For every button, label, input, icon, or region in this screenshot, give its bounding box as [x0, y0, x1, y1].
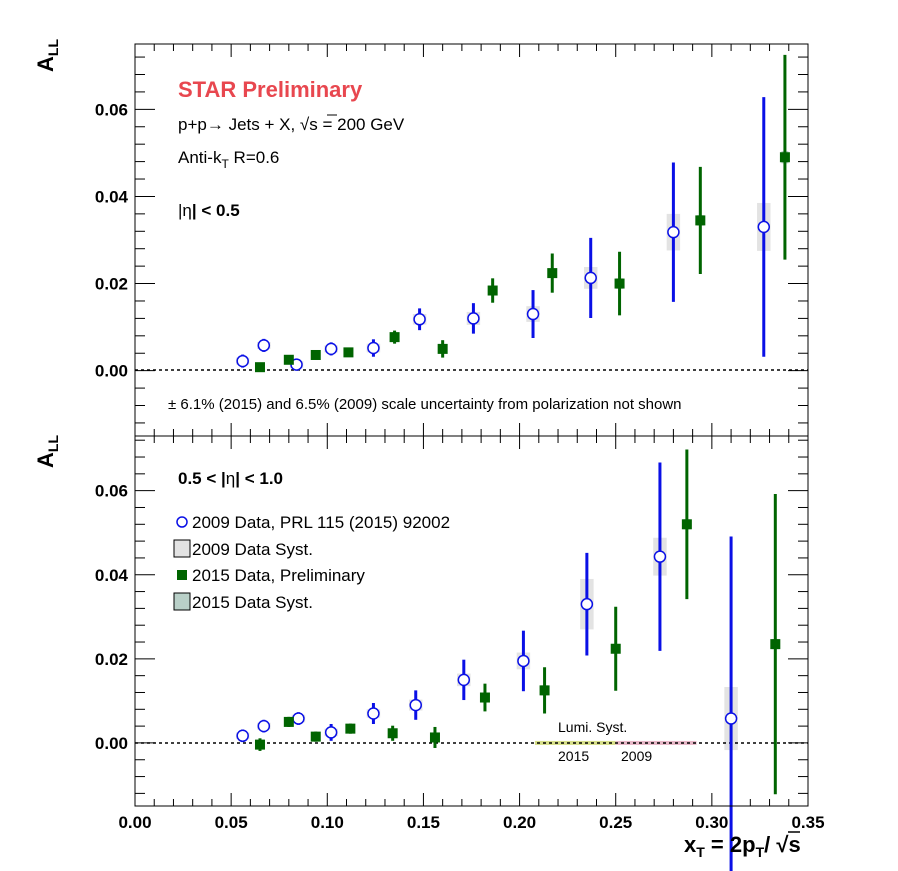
data-point-2015 [387, 728, 398, 739]
top-y-tick-labels: 0.00 0.02 0.04 0.06 [95, 100, 129, 380]
data-point-2015 [310, 349, 321, 360]
bottom-eta-range-label: 0.5 < |η| < 1.0 [178, 469, 283, 488]
legend-marker-2009-syst [173, 539, 191, 558]
data-point-2009 [236, 729, 249, 743]
legend-label-2015-syst: 2015 Data Syst. [192, 593, 313, 612]
legend-marker-2015 [177, 570, 187, 580]
x-tick-label: 0.20 [503, 813, 536, 832]
data-point-2015 [254, 739, 265, 750]
data-point-2009 [580, 597, 594, 611]
data-point-2009 [409, 698, 422, 712]
lumi-band-2009 [615, 740, 697, 745]
data-point-2009 [324, 726, 338, 739]
data-point-2015 [283, 716, 294, 727]
data-point-2009 [724, 712, 738, 725]
data-point-2015 [779, 152, 790, 163]
bottom-frame [134, 435, 809, 807]
data-point-2015 [487, 285, 498, 296]
data-point-2015 [479, 692, 490, 703]
data-point-2009 [584, 271, 597, 285]
bottom-data-points [236, 449, 781, 871]
data-point-2009 [517, 654, 530, 668]
data-point-2009 [757, 220, 771, 234]
data-point-2009 [367, 707, 380, 720]
legend: 2009 Data, PRL 115 (2015) 92002 2009 Dat… [173, 513, 450, 612]
legend-label-2015: 2015 Data, Preliminary [192, 566, 365, 585]
top-panel: 0.00 0.02 0.04 0.06 ALL STAR Preliminary p+… [33, 39, 809, 437]
y-tick-label: 0.06 [95, 482, 128, 501]
bottom-y-tick-labels: 0.00 0.02 0.04 0.06 [95, 482, 129, 753]
x-tick-label: 0.00 [118, 813, 151, 832]
star-preliminary-label: STAR Preliminary [178, 77, 363, 102]
data-point-2015 [437, 343, 448, 354]
data-point-2015 [389, 332, 400, 343]
y-tick-label: 0.02 [95, 275, 128, 294]
data-point-2009 [257, 339, 271, 352]
x-tick-label: 0.05 [215, 813, 248, 832]
process-label: p+p→ Jets + X, √s = 200 GeV [178, 115, 405, 134]
legend-label-2009: 2009 Data, PRL 115 (2015) 92002 [192, 513, 450, 532]
data-point-2015 [695, 215, 706, 226]
y-tick-label: 0.00 [95, 734, 128, 753]
legend-label-2009-syst: 2009 Data Syst. [192, 540, 313, 559]
scale-uncertainty-note: ± 6.1% (2015) and 6.5% (2009) scale unce… [168, 396, 682, 413]
data-point-2015 [614, 278, 625, 289]
data-point-2009 [236, 354, 249, 368]
y-tick-label: 0.06 [95, 100, 128, 119]
top-ticks [134, 44, 809, 436]
y-tick-label: 0.04 [95, 187, 129, 206]
data-point-2009 [324, 342, 338, 356]
data-point-2009 [257, 719, 271, 733]
y-tick-label: 0.04 [95, 566, 129, 585]
data-point-2009 [653, 550, 667, 563]
data-point-2009 [667, 225, 680, 239]
x-tick-label: 0.25 [599, 813, 632, 832]
data-point-2015 [429, 732, 440, 743]
x-tick-label: 0.15 [407, 813, 440, 832]
top-y-axis-label: ALL [33, 39, 61, 72]
data-point-2009 [526, 307, 540, 321]
data-point-2009 [292, 712, 305, 725]
data-point-2009 [413, 313, 426, 326]
data-point-2015 [610, 643, 621, 654]
y-tick-label: 0.00 [95, 362, 128, 381]
data-point-2009 [367, 341, 380, 355]
lumi-syst-label: Lumi. Syst. [558, 719, 627, 735]
top-eta-range-label: |η| < 0.5 [178, 201, 240, 220]
data-point-2015 [547, 268, 558, 279]
algorithm-label: Anti-kT R=0.6 [178, 148, 279, 171]
data-point-2015 [254, 362, 265, 373]
legend-marker-2009 [176, 516, 188, 528]
data-point-2015 [283, 354, 294, 365]
data-point-2015 [343, 347, 354, 358]
data-point-2015 [539, 685, 550, 696]
y-tick-label: 0.02 [95, 650, 128, 669]
data-point-2015 [681, 519, 692, 530]
x-axis-label: xT = 2pT/ √s [684, 832, 801, 860]
x-tick-label: 0.30 [695, 813, 728, 832]
bottom-ticks [134, 436, 809, 806]
data-point-2009 [467, 312, 480, 325]
x-tick-labels: 0.00 0.05 0.10 0.15 0.20 0.25 0.30 0.35 [118, 813, 824, 832]
top-data-points [236, 54, 790, 373]
lumi-2009-label: 2009 [621, 748, 652, 764]
data-point-2015 [345, 723, 356, 734]
x-tick-label: 0.35 [791, 813, 824, 832]
data-point-2015 [770, 639, 781, 650]
bottom-panel: 0.00 0.02 0.04 0.06 0.00 0.05 0.10 0.15 0.20 0.2… [33, 435, 825, 871]
lumi-2015-label: 2015 [558, 748, 589, 764]
data-point-2015 [310, 731, 321, 742]
bottom-y-axis-label: ALL [33, 435, 61, 468]
x-tick-label: 0.10 [311, 813, 344, 832]
data-point-2009 [457, 673, 471, 687]
legend-marker-2015-syst [173, 592, 191, 611]
